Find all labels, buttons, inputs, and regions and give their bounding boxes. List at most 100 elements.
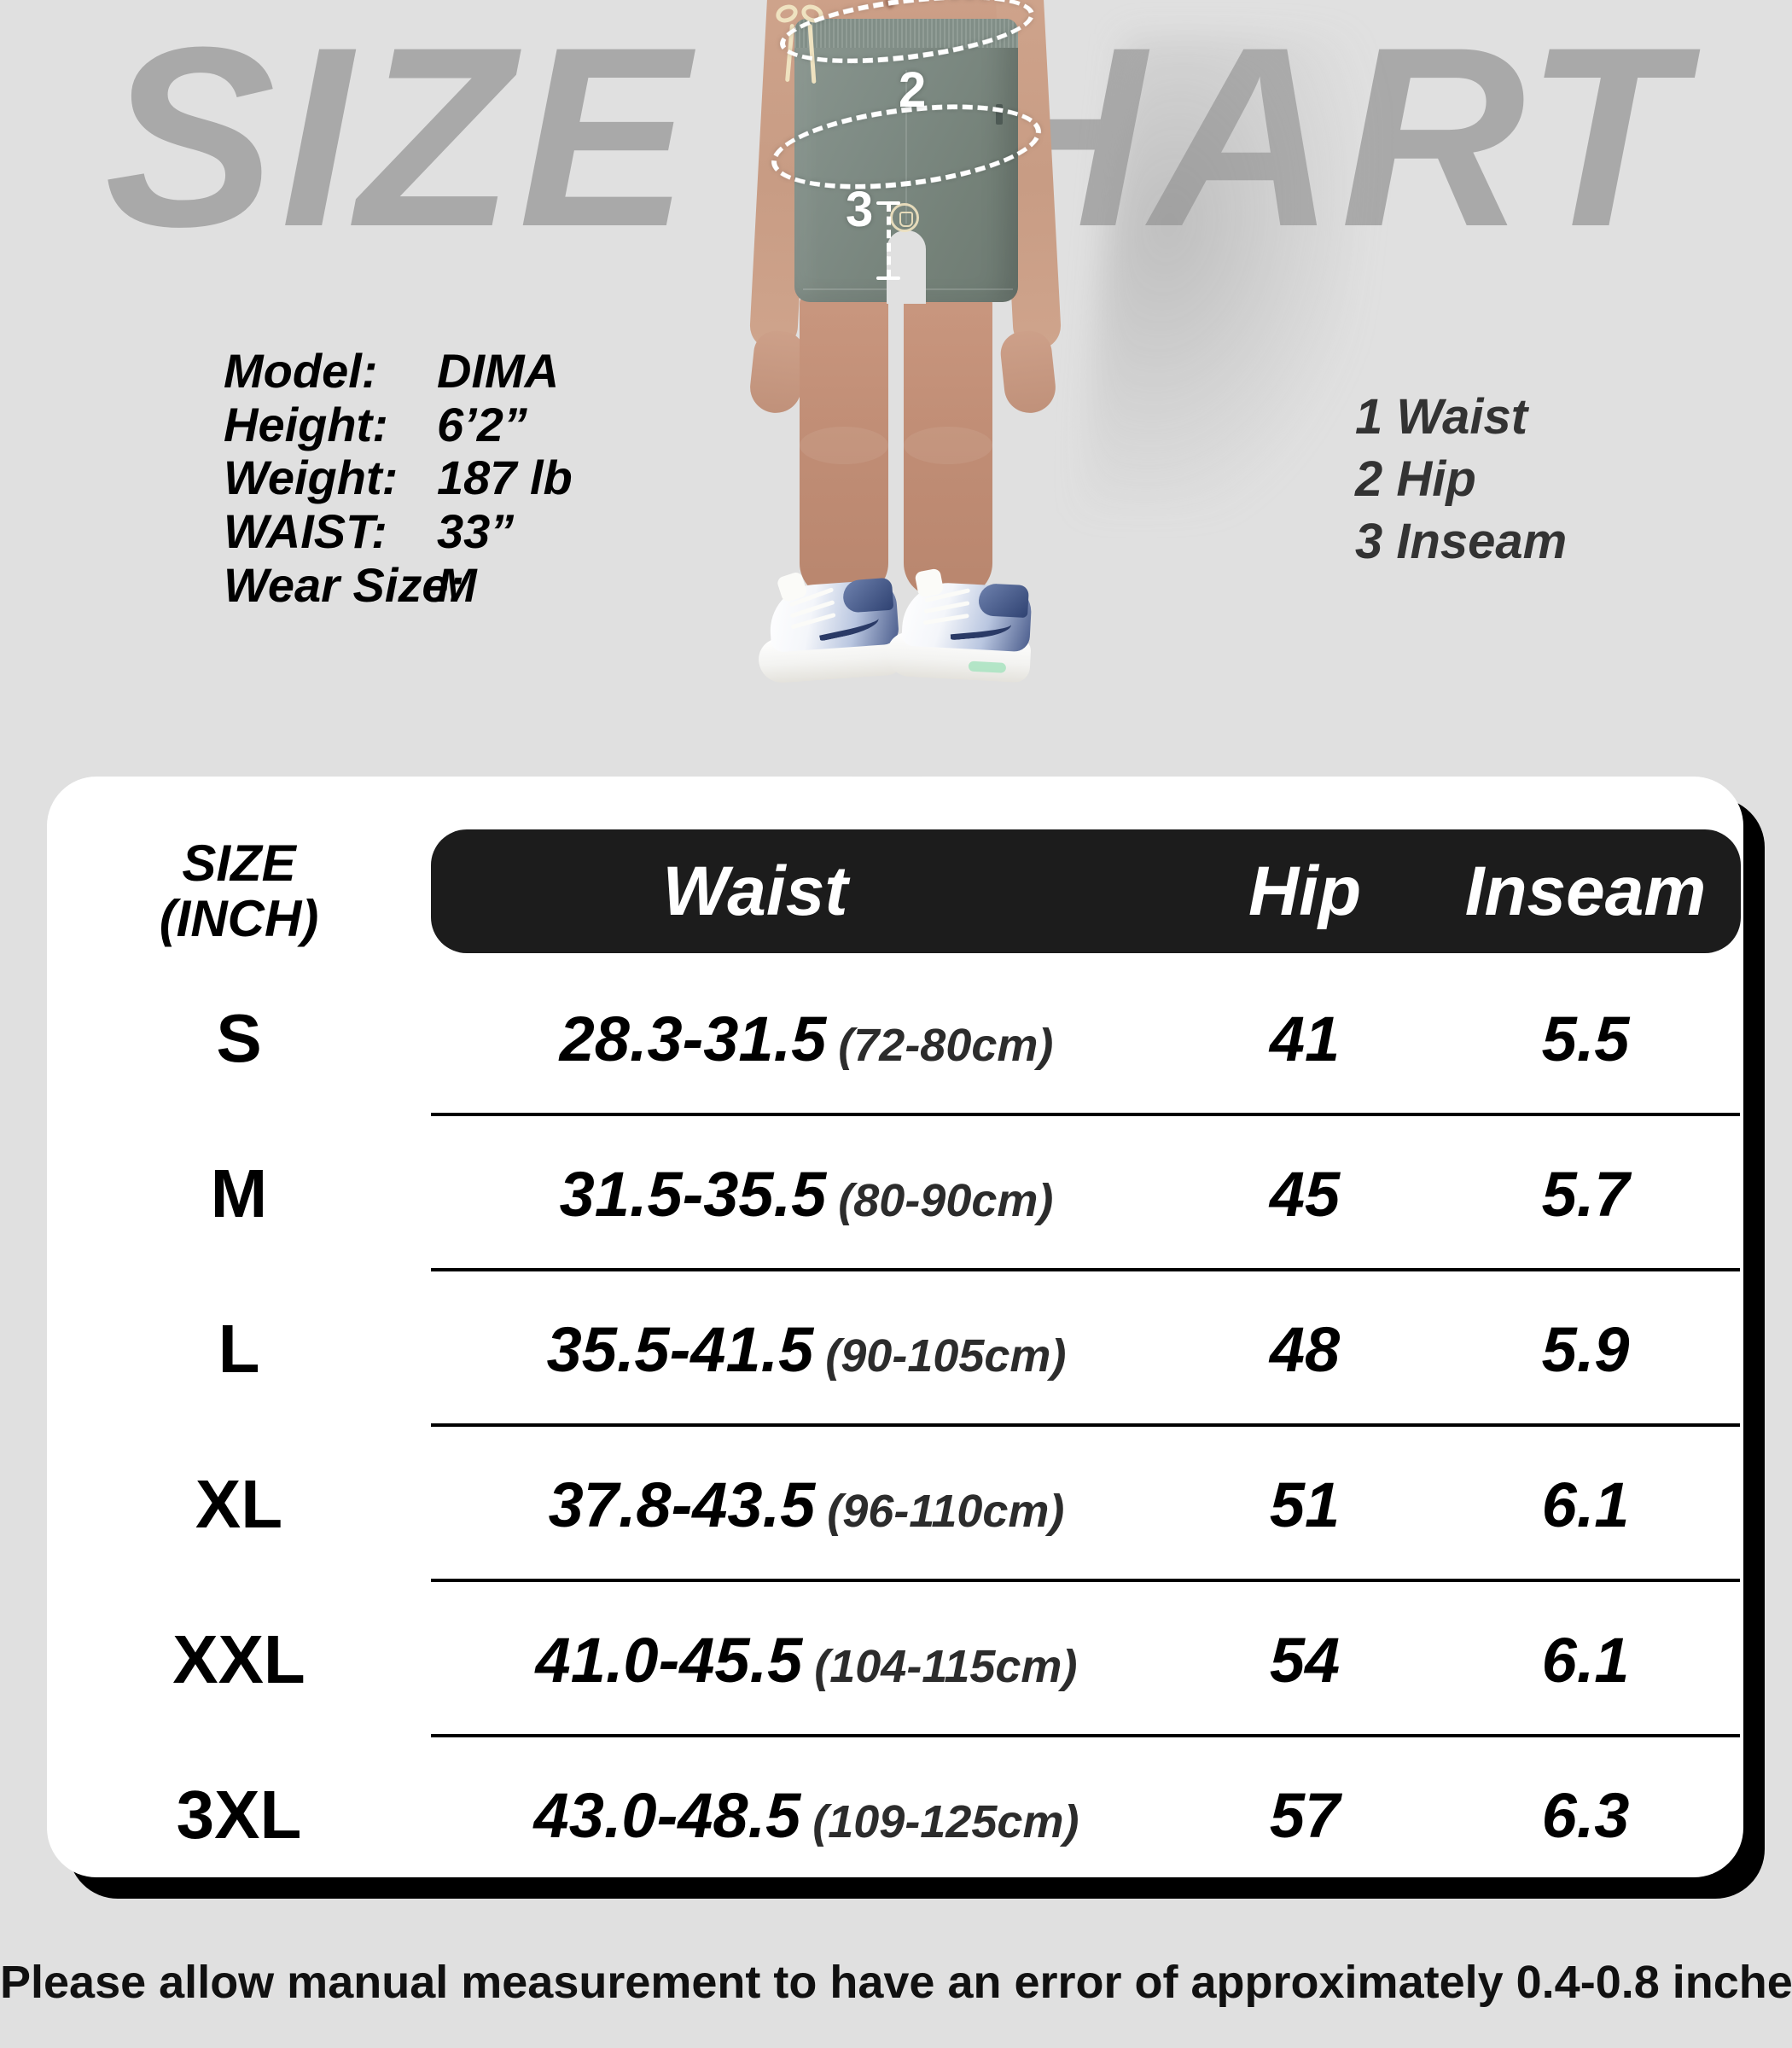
left-shoe-collar	[841, 577, 894, 614]
waist-cm: (72-80cm)	[838, 1019, 1054, 1071]
waist-cm: (96-110cm)	[827, 1485, 1065, 1537]
row-size-label: 3XL	[176, 1777, 302, 1853]
waist-inches: 43.0-48.5	[533, 1779, 801, 1851]
row-divider	[431, 1579, 1740, 1582]
right-shoe-sole	[886, 631, 1032, 684]
model-info-label: Model:	[224, 344, 378, 398]
model-info-value: 33”	[437, 504, 515, 559]
column-header-waist: Waist	[662, 852, 848, 930]
row-size-label: XL	[195, 1466, 283, 1542]
waist-cm: (109-125cm)	[812, 1795, 1079, 1847]
row-hip-value: 54	[1269, 1624, 1341, 1696]
right-shoe-collar	[978, 583, 1029, 619]
size-unit-header: SIZE (INCH)	[159, 834, 319, 947]
measurement-disclaimer: Please allow manual measurement to have …	[0, 1957, 1792, 2008]
model-info-value: 187 lb	[437, 451, 573, 505]
row-inseam-value: 5.9	[1541, 1313, 1630, 1385]
row-hip-value: 45	[1269, 1158, 1341, 1230]
row-waist-cell: 28.3-31.5 (72-80cm)	[431, 1003, 1182, 1075]
waist-inches: 31.5-35.5	[559, 1158, 827, 1230]
row-waist-cell: 37.8-43.5 (96-110cm)	[431, 1469, 1182, 1541]
left-shoe-upper	[767, 579, 900, 653]
left-leg	[800, 290, 888, 597]
column-header-inseam: Inseam	[1464, 852, 1707, 930]
legend-item-hip: 2 Hip	[1355, 451, 1476, 508]
model-info-value: M	[437, 557, 477, 612]
row-waist-cell: 41.0-45.5 (104-115cm)	[431, 1624, 1182, 1696]
left-knee	[800, 427, 888, 464]
table-row: S 28.3-31.5 (72-80cm) 41 5.5	[47, 963, 1743, 1114]
table-header-row: SIZE (INCH) Waist Hip Inseam	[47, 829, 1743, 953]
table-header-bar	[431, 829, 1741, 953]
left-shoe	[753, 570, 904, 687]
row-inseam-value: 5.7	[1541, 1158, 1630, 1230]
row-inseam-value: 6.1	[1541, 1469, 1630, 1540]
right-shoe-laces	[922, 588, 972, 632]
waist-cm: (90-105cm)	[825, 1329, 1067, 1382]
row-inseam-value: 6.1	[1541, 1624, 1630, 1696]
row-hip-value: 57	[1269, 1779, 1341, 1851]
row-inseam-value: 5.5	[1541, 1003, 1630, 1074]
right-leg	[904, 290, 992, 597]
row-size-label: L	[218, 1311, 260, 1387]
model-info-label: Height:	[224, 397, 388, 451]
row-divider	[431, 1268, 1740, 1271]
row-size-label: S	[216, 1000, 262, 1076]
watermark-title: SIZE CHART	[104, 0, 1688, 280]
right-shoe-upper	[901, 580, 1033, 653]
legend-item-inseam: 3 Inseam	[1355, 514, 1568, 570]
row-waist-cell: 35.5-41.5 (90-105cm)	[431, 1313, 1182, 1386]
waist-inches: 41.0-45.5	[535, 1624, 803, 1696]
model-info-label: Weight:	[224, 451, 399, 505]
model-info-row: WAIST: 33”	[224, 504, 573, 559]
waist-cm: (104-115cm)	[814, 1640, 1078, 1692]
table-card	[47, 777, 1743, 1877]
left-hand	[748, 329, 807, 416]
column-header-hip: Hip	[1248, 852, 1362, 930]
right-shoe-accent	[968, 660, 1007, 673]
row-waist-cell: 31.5-35.5 (80-90cm)	[431, 1158, 1182, 1231]
model-info-value: DIMA	[437, 344, 560, 398]
model-info-row: Height: 6’2”	[224, 397, 573, 452]
right-hand	[998, 329, 1058, 416]
size-table: SIZE (INCH) Waist Hip Inseam S 28.3-31.5…	[47, 777, 1743, 1877]
left-hem	[803, 288, 892, 290]
right-shoe-logo-icon	[949, 618, 1012, 641]
right-knee	[904, 427, 992, 464]
left-shoe-logo-icon	[817, 612, 881, 642]
right-hem	[924, 288, 1013, 290]
table-row: L 35.5-41.5 (90-105cm) 48 5.9	[47, 1273, 1743, 1425]
row-size-label: M	[210, 1155, 268, 1231]
right-shoe	[886, 567, 1034, 687]
table-row: M 31.5-35.5 (80-90cm) 45 5.7	[47, 1118, 1743, 1270]
row-divider	[431, 1113, 1740, 1116]
waist-cm: (80-90cm)	[838, 1174, 1054, 1226]
waist-inches: 28.3-31.5	[559, 1003, 827, 1074]
row-inseam-value: 6.3	[1541, 1779, 1630, 1851]
model-info-row: Model: DIMA	[224, 344, 573, 399]
right-shoe-tongue	[914, 567, 945, 598]
left-shoe-laces	[788, 587, 839, 634]
waist-inches: 37.8-43.5	[548, 1469, 816, 1540]
left-shoe-tongue	[776, 570, 809, 603]
model-info-label: WAIST:	[224, 504, 387, 559]
model-info-block: Model: DIMA Height: 6’2” Weight: 187 lb …	[224, 344, 573, 613]
row-divider	[431, 1423, 1740, 1427]
model-info-label: Wear Size:	[224, 557, 465, 612]
waist-inches: 35.5-41.5	[546, 1313, 814, 1385]
row-hip-value: 41	[1269, 1003, 1341, 1074]
model-info-value: 6’2”	[437, 397, 527, 451]
row-waist-cell: 43.0-48.5 (109-125cm)	[431, 1779, 1182, 1852]
measurement-legend: 1 Waist 2 Hip 3 Inseam	[1355, 386, 1567, 573]
left-shoe-sole	[757, 630, 904, 684]
model-info-row: Wear Size: M	[224, 557, 573, 613]
table-row: XL 37.8-43.5 (96-110cm) 51 6.1	[47, 1428, 1743, 1580]
model-info-row: Weight: 187 lb	[224, 451, 573, 505]
table-row: XXL 41.0-45.5 (104-115cm) 54 6.1	[47, 1584, 1743, 1736]
legend-item-waist: 1 Waist	[1355, 389, 1528, 445]
table-row: 3XL 43.0-48.5 (109-125cm) 57 6.3	[47, 1739, 1743, 1891]
row-hip-value: 51	[1269, 1469, 1341, 1540]
row-size-label: XXL	[172, 1621, 305, 1697]
row-divider	[431, 1734, 1740, 1737]
